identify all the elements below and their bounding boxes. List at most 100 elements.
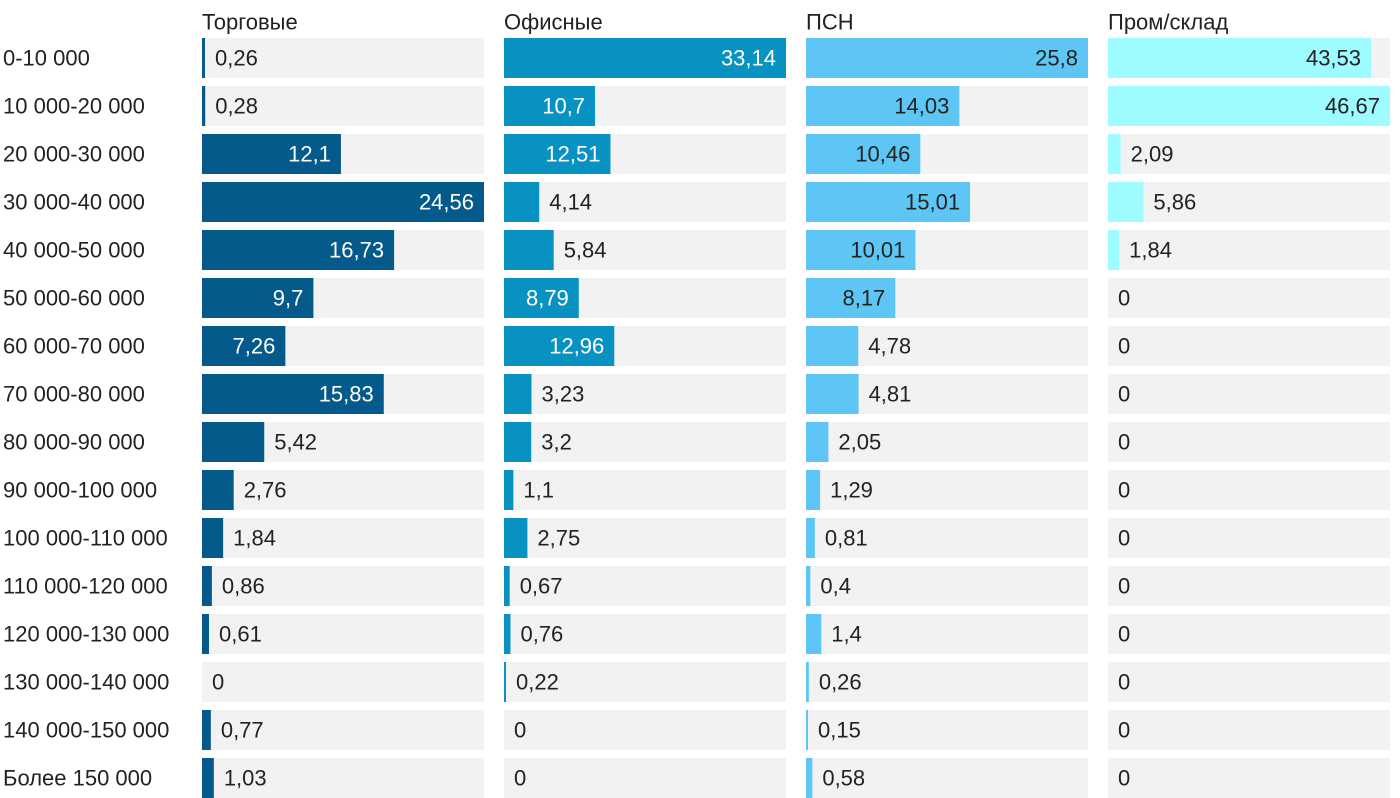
bar (806, 374, 859, 414)
bar (806, 86, 960, 126)
bar (806, 134, 921, 174)
data-label: 12,96 (549, 334, 604, 359)
data-label: 0,26 (215, 46, 258, 71)
category-label: 10 000-20 000 (3, 94, 145, 119)
bar-track (1108, 326, 1390, 366)
data-label: 12,51 (545, 142, 600, 167)
data-label: 9,7 (273, 286, 304, 311)
data-label: 8,17 (842, 286, 885, 311)
series-title: Офисные (504, 10, 603, 35)
category-label: 50 000-60 000 (3, 286, 145, 311)
data-label: 0 (1118, 574, 1130, 599)
data-label: 0 (1118, 286, 1130, 311)
category-labels: 0-10 000 10 000-20 000 20 000-30 000 30 000… (3, 46, 169, 791)
bar (504, 566, 510, 606)
bar-track (504, 758, 786, 798)
bar (806, 566, 811, 606)
data-label: 0,61 (219, 622, 262, 647)
data-label: 4,78 (868, 334, 911, 359)
data-label: 0,15 (818, 718, 861, 743)
data-label: 0,58 (822, 766, 865, 791)
data-label: 0 (1118, 382, 1130, 407)
data-label: 15,83 (319, 382, 374, 407)
bar-track (1108, 230, 1390, 270)
category-label: 110 000-120 000 (3, 574, 168, 599)
data-label: 1,4 (831, 622, 862, 647)
bar (504, 326, 615, 366)
bar-track (1108, 182, 1390, 222)
bar (504, 278, 579, 318)
category-label: 0-10 000 (3, 46, 90, 71)
bar (806, 662, 809, 702)
category-label: 80 000-90 000 (3, 430, 145, 455)
bar-track (1108, 518, 1390, 558)
bar (504, 614, 511, 654)
series-title: ПСН (806, 10, 854, 35)
bar (1108, 86, 1390, 126)
bar (202, 182, 484, 222)
bar (806, 230, 916, 270)
bar-track (806, 518, 1088, 558)
bar-track (504, 422, 786, 462)
data-label: 0,77 (221, 718, 264, 743)
bar (1108, 230, 1120, 270)
bar (202, 710, 211, 750)
bar-track (1108, 566, 1390, 606)
bar-track (504, 614, 786, 654)
bar-track (504, 662, 786, 702)
series-panel: 33,14 10,7 12,51 4,14 5,84 8,79 12,96 3,23 3,2 1,… (504, 38, 786, 798)
category-label: 140 000-150 000 (3, 718, 169, 743)
bar (806, 470, 821, 510)
data-label: 2,09 (1131, 142, 1174, 167)
bar-track (1108, 614, 1390, 654)
bar-track (202, 86, 484, 126)
bar-track (504, 566, 786, 606)
bar (504, 134, 611, 174)
data-label: 3,2 (541, 430, 572, 455)
bar-track (202, 614, 484, 654)
bar-track (202, 758, 484, 798)
bar-track (806, 614, 1088, 654)
data-label: 0,86 (222, 574, 265, 599)
bar (202, 470, 234, 510)
bar-track (1108, 278, 1390, 318)
data-label: 1,29 (830, 478, 873, 503)
data-label: 4,14 (549, 190, 592, 215)
bar (202, 566, 212, 606)
bar (1108, 38, 1372, 78)
category-label: 130 000-140 000 (3, 670, 169, 695)
bar (202, 278, 314, 318)
category-label: Более 150 000 (3, 766, 152, 791)
bar-track (504, 470, 786, 510)
data-label: 0 (1118, 766, 1130, 791)
data-label: 25,8 (1035, 46, 1078, 71)
data-label: 43,53 (1306, 46, 1361, 71)
category-label: 60 000-70 000 (3, 334, 145, 359)
data-label: 0,28 (215, 94, 258, 119)
data-label: 8,79 (526, 286, 569, 311)
data-label: 33,14 (721, 46, 776, 71)
data-label: 10,01 (850, 238, 905, 263)
bar (806, 710, 808, 750)
data-label: 7,26 (233, 334, 276, 359)
bar (504, 470, 514, 510)
data-label: 0 (1118, 622, 1130, 647)
series-panel: 43,53 46,67 2,09 5,86 1,84 0 0 0 0 0 0 0 0 0 0 0 (1108, 38, 1390, 798)
bar (806, 278, 896, 318)
data-label: 10,7 (542, 94, 585, 119)
data-label: 16,73 (329, 238, 384, 263)
category-label: 70 000-80 000 (3, 382, 145, 407)
bar (806, 38, 1088, 78)
bar-track (1108, 134, 1390, 174)
data-label: 0,67 (520, 574, 563, 599)
bar-track (202, 518, 484, 558)
category-label: 120 000-130 000 (3, 622, 169, 647)
bar (806, 326, 859, 366)
data-label: 0 (1118, 718, 1130, 743)
data-label: 0 (1118, 478, 1130, 503)
bar-track (202, 710, 484, 750)
data-label: 0 (1118, 430, 1130, 455)
bar-track (504, 374, 786, 414)
category-label: 30 000-40 000 (3, 190, 145, 215)
